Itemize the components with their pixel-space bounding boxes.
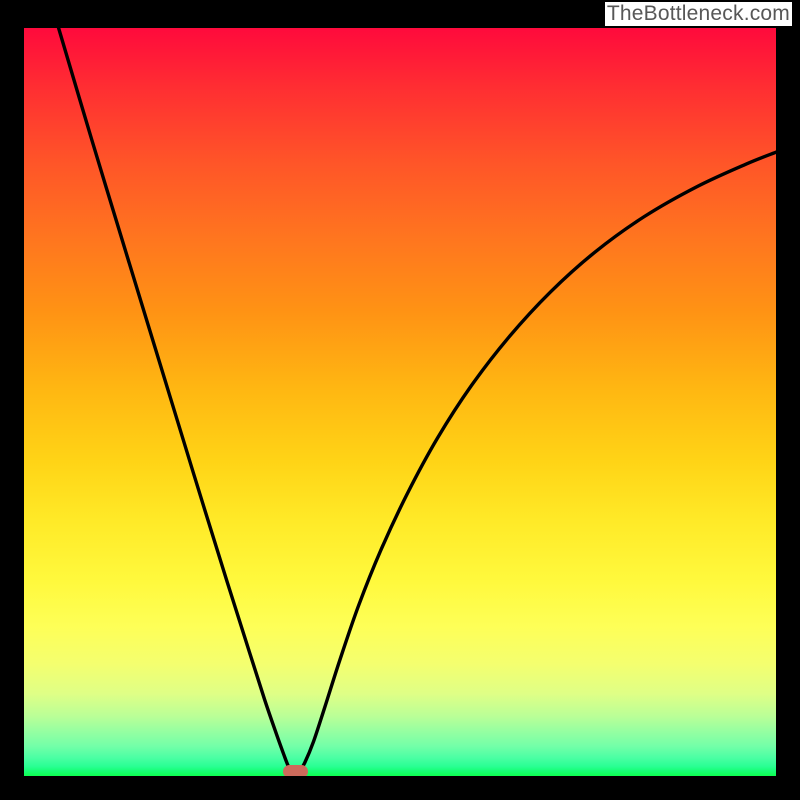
bottleneck-curve-svg	[24, 28, 776, 776]
plot-area	[24, 28, 776, 776]
chart-frame	[0, 0, 800, 800]
watermark-label: TheBottleneck.com	[605, 2, 792, 26]
bottleneck-curve	[59, 28, 776, 773]
vertex-marker	[283, 765, 307, 776]
